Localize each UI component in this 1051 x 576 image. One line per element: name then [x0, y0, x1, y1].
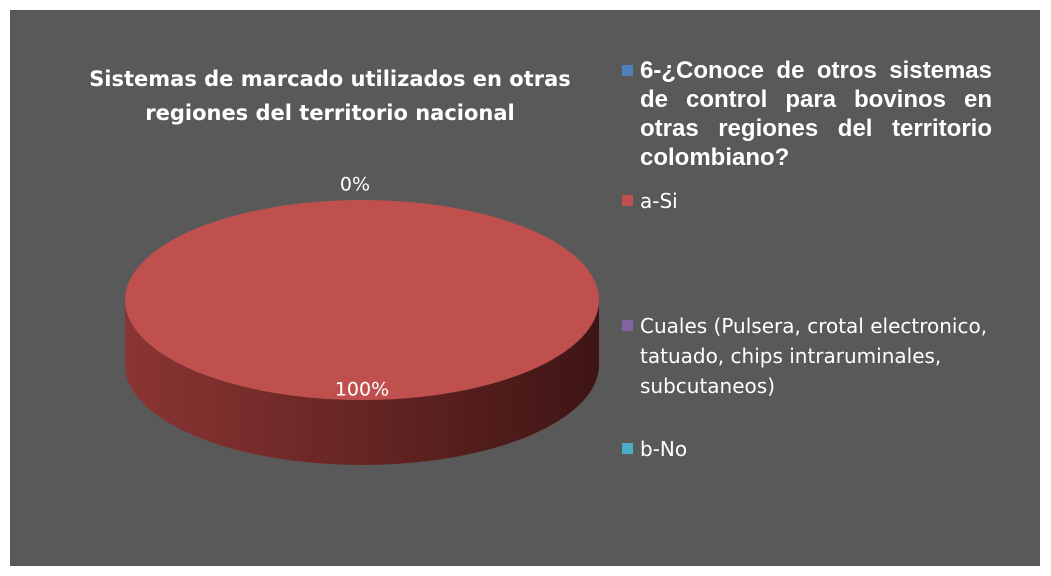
legend-item: 6-¿Conoce de otros sistemas de control p… [622, 56, 992, 172]
chart-title: Sistemas de marcado utilizados en otras … [89, 67, 571, 125]
legend-item: a-Si [622, 186, 992, 216]
legend-swatch [622, 65, 633, 76]
legend-swatch [622, 443, 633, 454]
legend-label: b-No [640, 437, 688, 461]
legend-label: a-Si [640, 189, 678, 213]
legend-label: 6-¿Conoce de otros sistemas de control p… [640, 57, 992, 171]
legend-label: Cuales (Pulsera, crotal electronico, tat… [640, 314, 988, 398]
pie-side [125, 300, 599, 465]
data-label: 100% [335, 379, 389, 401]
data-label: 0% [340, 174, 370, 196]
legend-item: Cuales (Pulsera, crotal electronico, tat… [622, 311, 992, 401]
legend-swatch [622, 195, 633, 206]
legend-swatch [622, 320, 633, 331]
pie-slice [125, 200, 599, 400]
legend-item: b-No [622, 434, 992, 464]
